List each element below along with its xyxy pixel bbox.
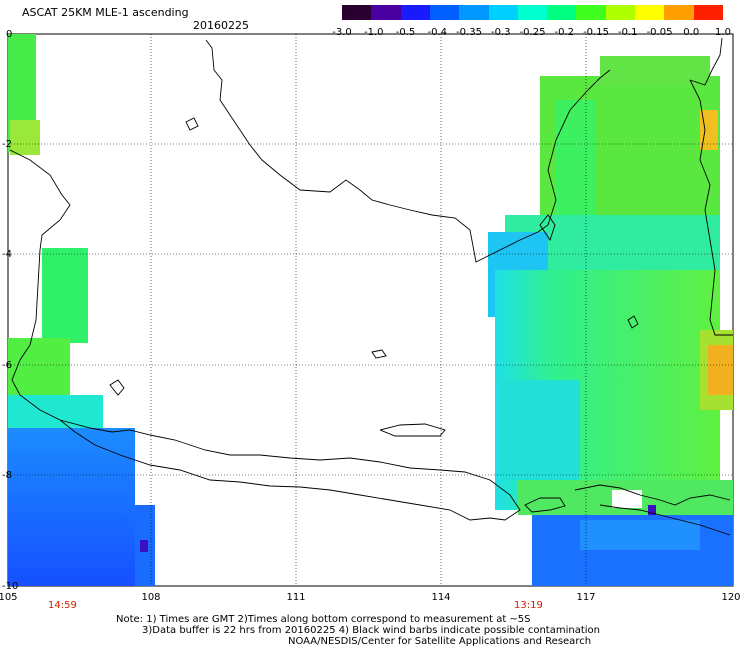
y-tick-label: -10	[2, 581, 18, 592]
colorbar-segment	[371, 5, 402, 20]
x-tick-label: 111	[286, 592, 305, 600]
west-swath	[8, 34, 155, 586]
y-tick-label: -4	[2, 249, 12, 260]
colorbar-tick-label: -0.4	[427, 27, 448, 38]
x-axis-labels: 105 108 111 114 117 120	[0, 592, 740, 600]
coastlines	[9, 37, 733, 536]
colorbar-tick-label: -1.0	[363, 27, 384, 38]
x-tick-label: 120	[721, 592, 740, 600]
colorbar-tick-label: -0.3	[490, 27, 511, 38]
colorbar-tick-label: -0.5	[395, 27, 416, 38]
colorbar-segment	[576, 5, 607, 20]
colorbar-segment	[517, 5, 548, 20]
pass-time-east: 13:19	[514, 600, 543, 611]
colorbar-segment	[400, 5, 431, 20]
date-label: 20160225	[193, 19, 249, 32]
colorbar-tick-label: -3.0	[332, 27, 352, 38]
map-plot: 105 108 111 114 117 120 0 -2 -4 -6 -8 -1…	[0, 29, 740, 600]
x-tick-label: 114	[431, 592, 450, 600]
colorbar-tick-label: 1.0	[715, 27, 731, 38]
footnotes: Note: 1) Times are GMT 2)Times along bot…	[116, 614, 600, 647]
note-line: 3)Data buffer is 22 hrs from 20160225 4)…	[142, 625, 600, 636]
colorbar-tick-label: -0.1	[617, 27, 638, 38]
colorbar-segment	[342, 5, 372, 20]
x-tick-label: 117	[576, 592, 595, 600]
colorbar-tick-label: -0.15	[583, 27, 609, 38]
colorbar-tick-label: -0.2	[554, 27, 575, 38]
y-axis-labels: 0 -2 -4 -6 -8 -10	[2, 29, 18, 592]
pass-time-west: 14:59	[48, 600, 77, 611]
colorbar-segment	[605, 5, 636, 20]
x-tick-label: 108	[141, 592, 160, 600]
note-line: NOAA/NESDIS/Center for Satellite Applica…	[288, 636, 592, 647]
colorbar	[342, 5, 724, 20]
colorbar-segment	[635, 5, 665, 20]
colorbar-tick-label: -0.35	[456, 27, 482, 38]
colorbar-tick-label: -0.25	[519, 27, 546, 38]
colorbar-segment	[547, 5, 577, 20]
y-tick-label: -8	[2, 470, 12, 481]
colorbar-tick-label: -0.05	[646, 27, 673, 38]
y-tick-label: -6	[2, 360, 12, 371]
grid-lines	[8, 34, 733, 586]
colorbar-segment	[488, 5, 519, 20]
colorbar-tick-label: 0.0	[683, 27, 700, 38]
note-line: Note: 1) Times are GMT 2)Times along bot…	[116, 614, 531, 625]
y-tick-label: 0	[6, 29, 12, 40]
east-swath	[488, 56, 733, 586]
colorbar-segment	[664, 5, 695, 20]
colorbar-segment	[693, 5, 724, 20]
x-tick-label: 105	[0, 592, 18, 600]
colorbar-segment	[459, 5, 490, 20]
y-tick-label: -2	[2, 139, 12, 150]
chart-title: ASCAT 25KM MLE-1 ascending	[22, 6, 189, 19]
colorbar-segment	[429, 5, 460, 20]
